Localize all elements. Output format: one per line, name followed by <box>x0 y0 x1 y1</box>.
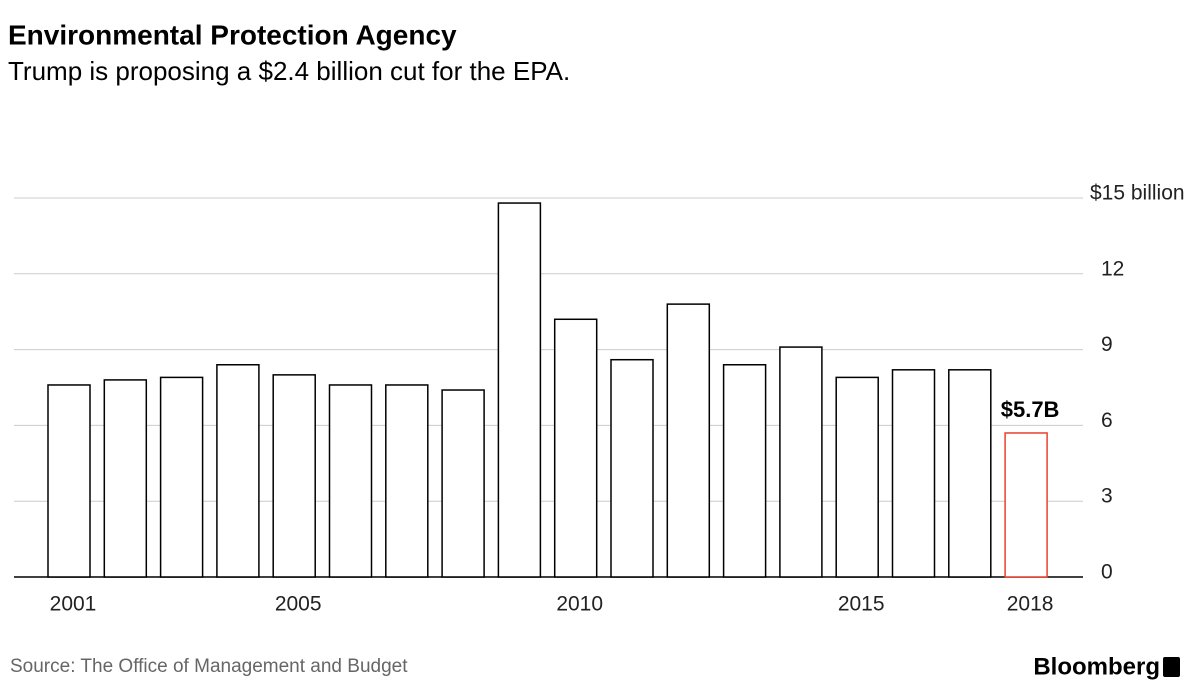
y-tick-label: 0 <box>1101 561 1113 584</box>
logo: Bloomberg <box>1033 653 1160 680</box>
y-tick-label: $15 billion <box>1090 182 1185 205</box>
x-tick-label: 2005 <box>275 593 322 616</box>
x-tick-label: 2001 <box>50 593 97 616</box>
bar <box>47 384 91 578</box>
x-tick-label: 2015 <box>838 593 885 616</box>
value-label: $5.7B <box>1001 397 1060 422</box>
bar <box>497 202 542 578</box>
x-tick-label: 2018 <box>1007 593 1054 616</box>
y-tick-label: 6 <box>1101 409 1113 432</box>
bar <box>159 376 204 578</box>
bar <box>948 369 992 578</box>
bar <box>553 318 598 578</box>
logo-icon <box>1163 657 1180 677</box>
y-tick-label: 3 <box>1101 485 1113 508</box>
chart-title: Environmental Protection Agency <box>8 19 457 50</box>
chart-subtitle: Trump is proposing a $2.4 billion cut fo… <box>8 56 570 86</box>
bar <box>103 379 148 578</box>
bar <box>722 364 767 578</box>
source: Source: The Office of Management and Bud… <box>10 656 408 677</box>
bar <box>1004 432 1048 578</box>
bar <box>216 364 260 578</box>
bar <box>779 346 823 578</box>
bar <box>835 376 879 578</box>
bar <box>272 374 316 578</box>
bar <box>610 358 654 578</box>
y-tick-label: 12 <box>1101 257 1124 280</box>
bar <box>891 369 936 578</box>
bar <box>385 384 429 578</box>
x-tick-label: 2010 <box>556 593 603 616</box>
bar <box>666 303 711 578</box>
bar <box>441 389 485 578</box>
bar <box>328 384 373 578</box>
y-tick-label: 9 <box>1101 333 1113 356</box>
